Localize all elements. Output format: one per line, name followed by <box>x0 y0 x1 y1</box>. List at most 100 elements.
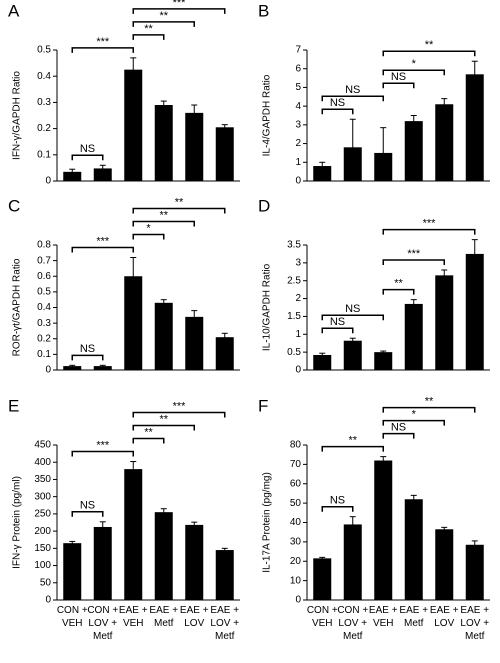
y-tick-label: 0 <box>45 176 51 187</box>
bar <box>185 524 204 600</box>
significance-bracket: NS <box>321 303 384 321</box>
significance-bracket: NS <box>71 500 104 517</box>
significance-bracket: ** <box>382 396 476 413</box>
significance-label: *** <box>173 400 187 412</box>
x-tick-line: CON + <box>337 605 368 616</box>
y-tick-label: 0.6 <box>37 271 51 282</box>
error-bar <box>319 556 326 560</box>
bracket-line <box>71 450 134 457</box>
error-bar <box>99 364 106 367</box>
x-tick-line: VEH <box>373 618 394 629</box>
y-tick-label: 450 <box>34 440 51 451</box>
bracket-line <box>132 220 195 227</box>
bracket-line <box>382 50 476 57</box>
bar <box>124 469 143 600</box>
bar <box>404 499 423 600</box>
x-tick-label: CON + LOV + Metf <box>337 605 368 642</box>
bar <box>465 253 484 370</box>
error-bar <box>221 124 228 130</box>
bracket-line <box>321 445 384 452</box>
error-bar <box>99 164 106 172</box>
error-bar <box>410 494 417 504</box>
bar <box>154 105 173 181</box>
y-tick-label: 80 <box>290 440 302 451</box>
bar <box>313 166 332 181</box>
x-tick-label: EAE + Metf <box>149 605 178 629</box>
y-tick-label: 0.2 <box>37 333 51 344</box>
y-tick-label: 0.3 <box>37 318 51 329</box>
significance-bracket: * <box>382 409 445 426</box>
y-axis-label: IFN-γ/GAPDH Ratio <box>12 71 23 160</box>
bracket-line <box>321 314 384 321</box>
y-tick-label: 0.8 <box>37 240 51 251</box>
error-bar <box>441 526 448 532</box>
bracket-line <box>321 327 354 334</box>
x-tick-label: CON + VEH <box>57 605 88 629</box>
error-bar <box>130 257 137 295</box>
significance-label: * <box>146 222 151 234</box>
bar <box>313 558 332 600</box>
error-bar <box>99 521 106 533</box>
y-tick-label: 3 <box>295 257 301 268</box>
bar <box>215 337 234 370</box>
x-tick-line: Metf <box>215 631 235 642</box>
y-tick-label: 350 <box>34 474 51 485</box>
bar <box>435 104 454 181</box>
y-tick-label: 200 <box>34 526 51 537</box>
significance-bracket: NS <box>321 84 384 102</box>
panel-letter: D <box>258 196 270 215</box>
x-tick-line: LOV + <box>460 618 489 629</box>
x-tick-line: Metf <box>343 631 363 642</box>
x-tick-line: Metf <box>93 631 113 642</box>
x-tick-line: LOV + <box>338 618 367 629</box>
bar <box>215 127 234 181</box>
x-tick-label: EAE + LOV <box>180 605 209 629</box>
bracket-line <box>321 505 354 512</box>
y-tick-label: 6 <box>295 63 301 74</box>
y-tick-label: 1.5 <box>287 311 301 322</box>
x-tick-label: EAE + LOV + Metf <box>210 605 239 642</box>
significance-label: NS <box>345 303 360 315</box>
y-tick-label: 0.1 <box>37 349 51 360</box>
significance-bracket: NS <box>71 143 104 161</box>
x-tick-line: CON + <box>57 605 88 616</box>
bar <box>465 74 484 181</box>
y-tick-label: 0.1 <box>37 149 51 160</box>
significance-label: NS <box>330 316 345 328</box>
significance-bracket: ** <box>382 39 476 57</box>
y-tick-label: 300 <box>34 491 51 502</box>
bracket-line <box>382 259 445 265</box>
x-tick-line: CON + <box>87 605 118 616</box>
significance-bracket: NS <box>321 316 354 334</box>
y-tick-label: 7 <box>295 45 301 56</box>
y-tick-label: 0 <box>45 595 51 606</box>
significance-label: NS <box>80 143 95 155</box>
bracket-line <box>71 154 104 161</box>
y-tick-label: 4 <box>295 101 301 112</box>
bar <box>93 366 112 370</box>
bracket-line <box>382 406 476 413</box>
panel-letter: A <box>8 1 20 20</box>
significance-bracket: NS <box>321 97 354 115</box>
y-tick-label: 0.5 <box>287 347 301 358</box>
bracket-line <box>132 233 165 240</box>
significance-bracket: *** <box>132 400 226 418</box>
significance-label: ** <box>394 278 403 290</box>
error-bar <box>69 540 76 545</box>
y-tick-label: 10 <box>290 575 302 586</box>
bracket-line <box>382 69 445 76</box>
y-tick-label: 2 <box>295 138 301 149</box>
panel-letter: E <box>8 396 19 415</box>
error-bar <box>349 337 356 344</box>
bar <box>343 340 362 370</box>
error-bar <box>410 299 417 309</box>
y-tick-label: 0.5 <box>37 287 51 298</box>
bracket-line <box>321 108 354 115</box>
error-bar <box>471 60 478 88</box>
error-bar <box>160 100 167 109</box>
bar <box>404 303 423 370</box>
significance-bracket: ** <box>132 209 195 227</box>
bar <box>374 352 393 370</box>
x-tick-line: LOV <box>434 618 454 629</box>
x-tick-line: EAE + <box>210 605 239 616</box>
